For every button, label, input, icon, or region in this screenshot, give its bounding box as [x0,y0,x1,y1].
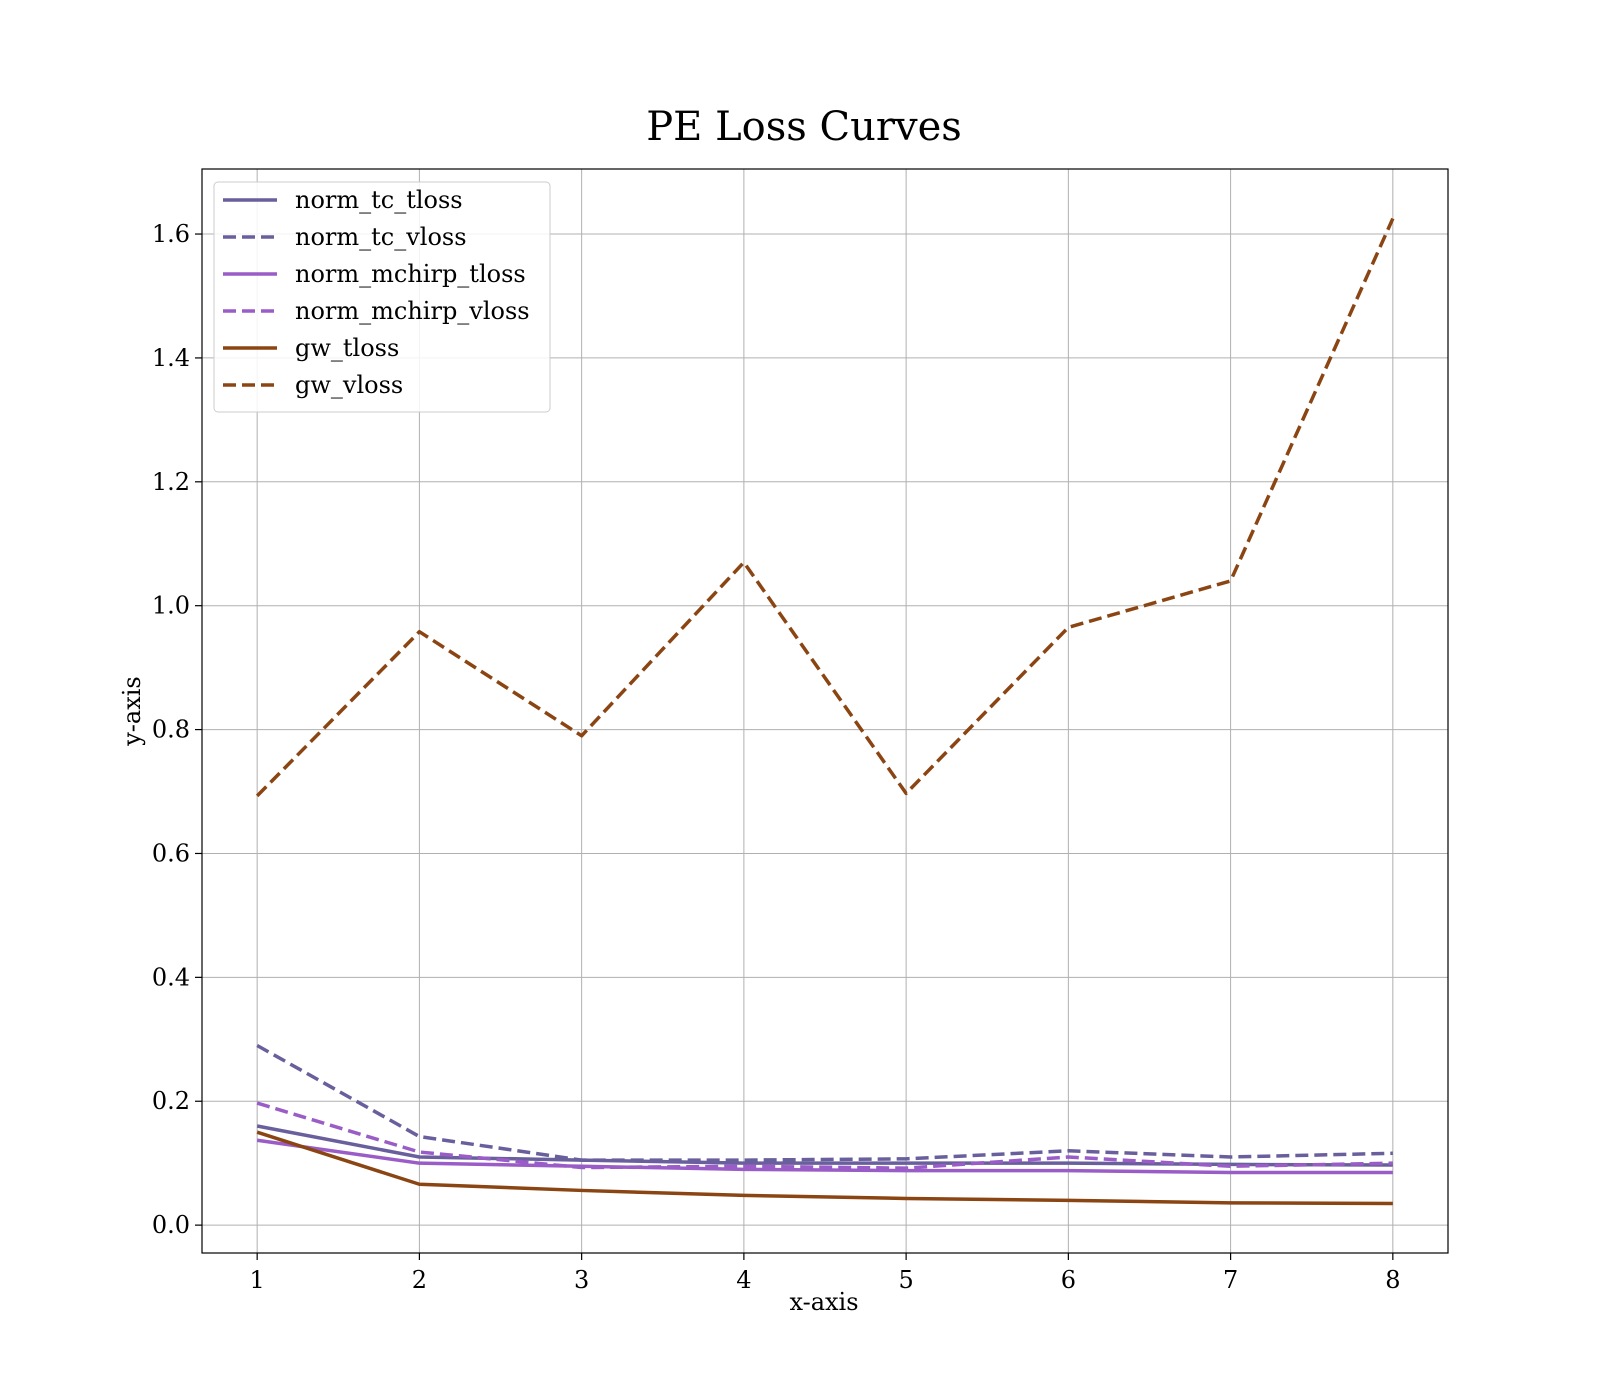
y-tick-label: 0.6 [152,839,190,867]
legend-box [213,181,551,413]
y-tick-label: 1.0 [152,592,190,620]
series-lines [255,217,1395,1206]
legend-label: gw_tloss [295,334,399,362]
x-tick-label: 5 [898,1266,913,1294]
y-tick-label: 1.4 [152,344,190,372]
axis-ticks: 1 2 3 4 5 6 7 8 0.0 0.2 0.4 0.6 0.8 1.0 1.2 1.4 1.6 [152,220,1401,1294]
y-tick-label: 0.2 [152,1087,190,1115]
series-line-norm-mchirp-vloss [256,1101,1393,1170]
x-tick-label: 2 [412,1266,427,1294]
legend: norm_tc_tloss norm_tc_vloss norm_mchirp_tl… [213,181,551,413]
series-line-gw-tloss [256,1130,1393,1206]
plot-frame [201,168,1449,1254]
series-line-norm-mchirp-tloss [256,1138,1393,1175]
y-tick-label: 1.6 [152,220,190,248]
y-tick-label: 1.2 [152,468,190,496]
legend-label: norm_mchirp_tloss [295,260,526,288]
y-tick-label: 0.8 [152,716,190,744]
y-tick-label: 0.4 [152,963,190,991]
x-tick-label: 7 [1223,1266,1238,1294]
grid [202,169,1448,1253]
x-tick-label: 1 [250,1266,265,1294]
x-axis-label: x-axis [789,1288,858,1316]
x-tick-label: 3 [574,1266,589,1294]
legend-label: norm_mchirp_vloss [295,297,530,325]
series-line-norm-tc-vloss [256,1043,1393,1162]
y-tick-label: 0.0 [152,1211,190,1239]
series-line-gw-vloss [255,217,1395,798]
y-axis-label: y-axis [118,676,146,747]
legend-label: gw_vloss [295,371,403,399]
x-tick-label: 4 [736,1266,751,1294]
x-tick-label: 6 [1061,1266,1076,1294]
chart-title: PE Loss Curves [646,104,962,150]
x-tick-label: 8 [1385,1266,1400,1294]
legend-label: norm_tc_vloss [295,223,467,251]
legend-label: norm_tc_tloss [295,186,463,214]
